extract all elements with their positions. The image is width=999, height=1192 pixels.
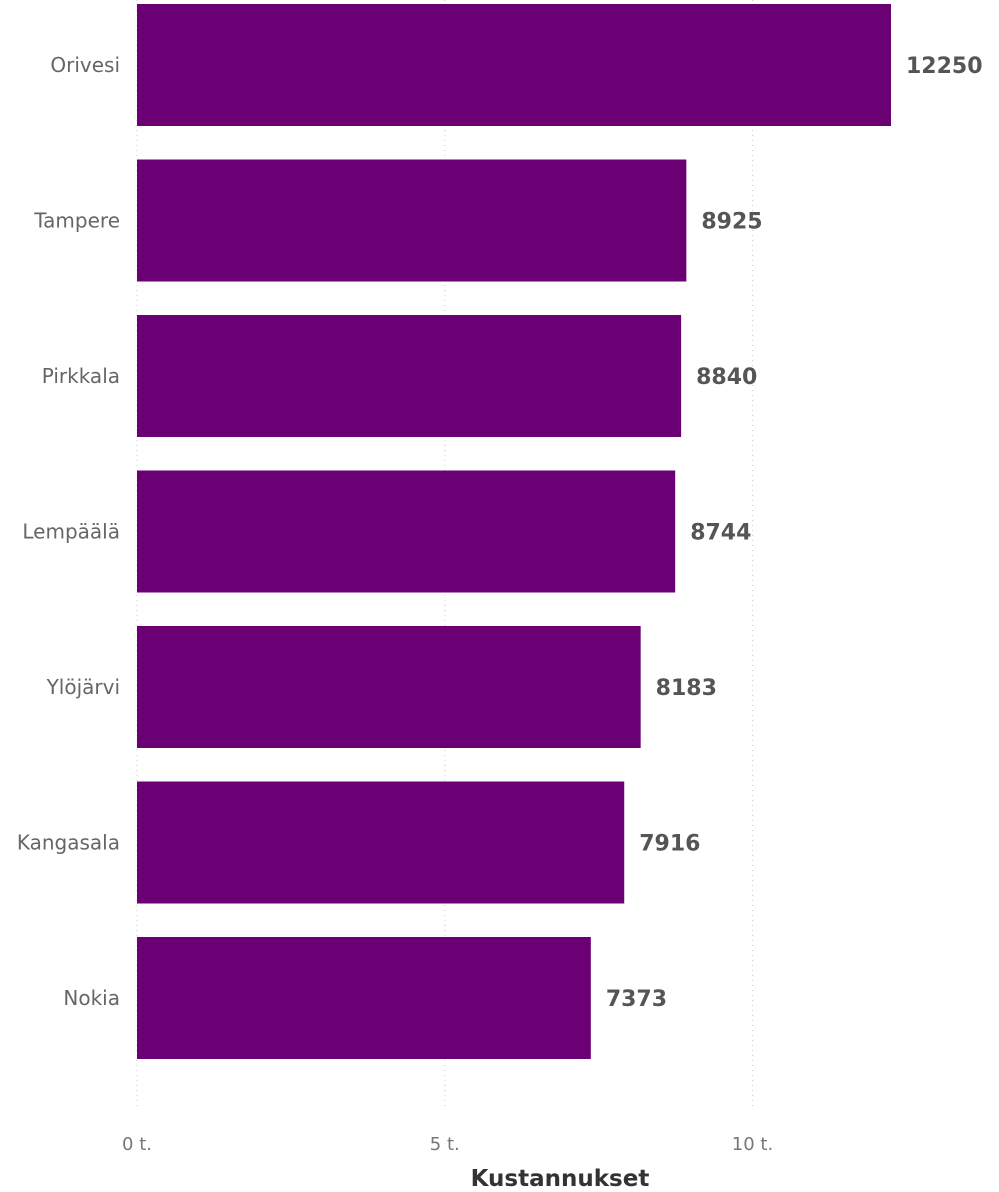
- x-tick-label: 0 t.: [122, 1134, 152, 1155]
- x-axis-title: Kustannukset: [471, 1166, 650, 1192]
- category-label: Tampere: [33, 209, 120, 233]
- category-labels: Orivesi Tampere Pirkkala Lempäälä Ylöjärvi Ka…: [17, 53, 120, 1010]
- x-tick-label: 10 t.: [732, 1134, 773, 1155]
- bar[interactable]: [137, 4, 891, 126]
- bar[interactable]: [137, 315, 682, 437]
- bars: [137, 4, 891, 1059]
- data-label: 8840: [696, 365, 757, 390]
- data-label: 8183: [656, 676, 717, 701]
- category-label: Pirkkala: [42, 364, 120, 388]
- category-label: Nokia: [63, 986, 120, 1010]
- bar[interactable]: [137, 470, 676, 593]
- x-axis-ticks: 0 t. 5 t. 10 t.: [122, 1134, 773, 1155]
- data-label: 12250: [906, 54, 983, 79]
- category-label: Ylöjärvi: [46, 675, 120, 699]
- bar[interactable]: [137, 781, 625, 904]
- category-label: Lempäälä: [22, 520, 120, 544]
- data-label: 8744: [690, 521, 751, 546]
- bar[interactable]: [137, 937, 591, 1059]
- data-label: 7916: [639, 832, 700, 857]
- category-label: Kangasala: [17, 831, 120, 855]
- x-tick-label: 5 t.: [430, 1134, 460, 1155]
- data-label: 7373: [606, 987, 667, 1012]
- category-label: Orivesi: [50, 53, 120, 77]
- value-labels: 12250 8925 8840 8744 8183 7916 7373: [606, 54, 983, 1012]
- bar[interactable]: [137, 159, 687, 282]
- bar[interactable]: [137, 626, 641, 748]
- data-label: 8925: [701, 210, 762, 235]
